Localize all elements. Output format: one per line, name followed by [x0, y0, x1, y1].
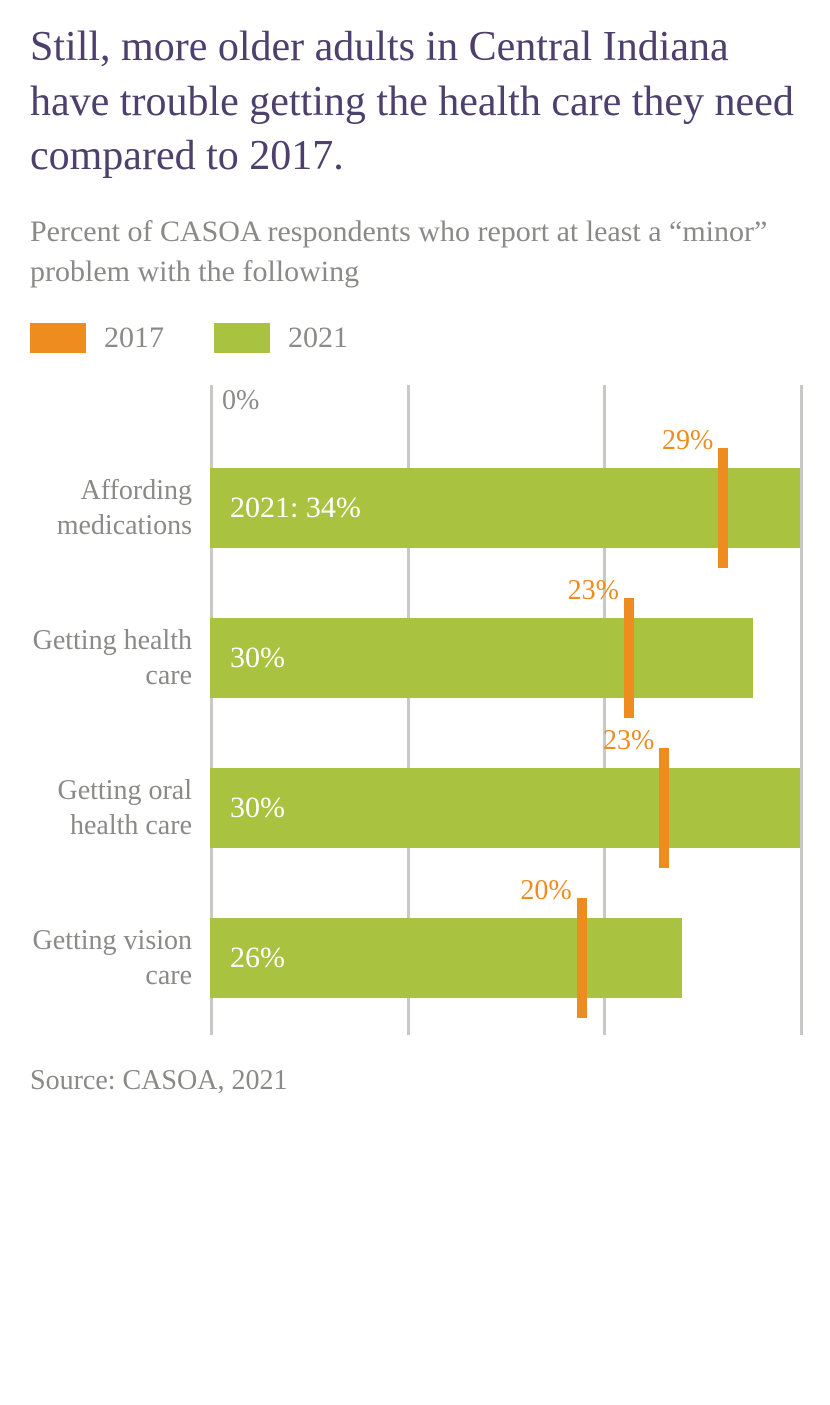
source-text: Source: CASOA, 2021	[30, 1065, 800, 1097]
chart-rows: Affording medications2021: 34%29%Getting…	[210, 433, 800, 1033]
chart-row: Getting oral health care30%23%	[210, 733, 800, 883]
category-label: Getting vision care	[30, 923, 210, 993]
category-label: Getting oral health care	[30, 773, 210, 843]
legend: 2017 2021	[30, 321, 800, 355]
legend-label-2017: 2017	[104, 321, 164, 355]
marker-label: 29%	[662, 425, 713, 457]
chart-area: 0% Affording medications2021: 34%29%Gett…	[210, 385, 800, 1035]
marker-2017	[577, 898, 587, 1018]
legend-item-2017: 2017	[30, 321, 164, 355]
axis-zero-label: 0%	[222, 385, 259, 417]
bar-2021: 30%	[210, 768, 800, 848]
bar-label: 30%	[230, 641, 285, 675]
gridline	[800, 385, 803, 1035]
marker-label: 23%	[603, 725, 654, 757]
marker-2017	[718, 448, 728, 568]
chart-row: Getting vision care26%20%	[210, 883, 800, 1033]
chart-title: Still, more older adults in Central Indi…	[30, 20, 800, 184]
legend-swatch-2017	[30, 323, 86, 353]
bar-2021: 30%	[210, 618, 753, 698]
marker-label: 20%	[520, 875, 571, 907]
chart-row: Affording medications2021: 34%29%	[210, 433, 800, 583]
bar-2021: 2021: 34%	[210, 468, 800, 548]
bar-2021: 26%	[210, 918, 682, 998]
marker-2017	[624, 598, 634, 718]
category-label: Affording medications	[30, 473, 210, 543]
chart-subtitle: Percent of CASOA respondents who report …	[30, 212, 800, 293]
marker-2017	[659, 748, 669, 868]
legend-swatch-2021	[214, 323, 270, 353]
category-label: Getting health care	[30, 623, 210, 693]
bar-label: 26%	[230, 941, 285, 975]
legend-item-2021: 2021	[214, 321, 348, 355]
bar-label: 30%	[230, 791, 285, 825]
legend-label-2021: 2021	[288, 321, 348, 355]
chart-row: Getting health care30%23%	[210, 583, 800, 733]
bar-label: 2021: 34%	[230, 491, 361, 525]
marker-label: 23%	[568, 575, 619, 607]
